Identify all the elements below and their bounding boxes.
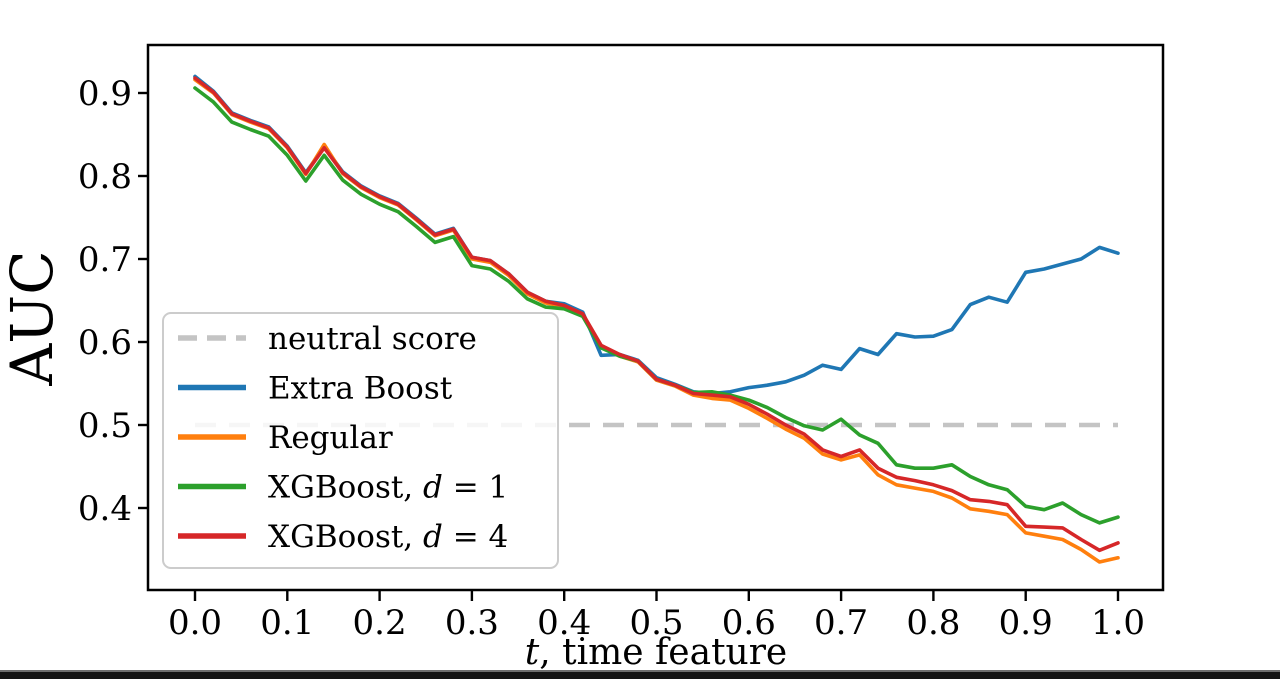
x-axis-title: t, time feature — [525, 632, 787, 673]
y-tick-label: 0.7 — [78, 240, 132, 280]
x-axis: 0.0 0.1 0.2 0.3 0.4 0.5 0.6 0.7 0.8 0.9 1.0 — [168, 590, 1145, 643]
x-tick-label: 1.0 — [1091, 603, 1145, 643]
series-line-xgboost-d-4 — [193, 76, 1120, 553]
y-axis-title: AUC — [0, 250, 66, 386]
window-bottom-edge-bar — [0, 670, 1280, 679]
legend-label-extra-boost: Extra Boost — [268, 371, 453, 407]
legend-label-regular: Regular — [268, 420, 393, 456]
y-tick-label: 0.5 — [78, 406, 132, 446]
x-tick-label: 0.8 — [906, 603, 960, 643]
legend-label-neutral-score: neutral score — [268, 321, 477, 357]
x-tick-label: 0.1 — [260, 603, 314, 643]
x-tick-label: 0.4 — [537, 603, 591, 643]
y-tick-label: 0.9 — [78, 74, 132, 114]
y-tick-label: 0.6 — [78, 323, 132, 363]
legend-label-xgboost-d-4: XGBoost, d = 4 — [268, 519, 508, 555]
x-tick-label: 0.2 — [353, 603, 407, 643]
y-tick-label: 0.8 — [78, 157, 132, 197]
x-tick-label: 0.3 — [445, 603, 499, 643]
x-tick-label: 0.6 — [722, 603, 776, 643]
y-tick-label: 0.4 — [78, 489, 132, 529]
y-axis: 0.4 0.5 0.6 0.7 0.8 0.9 — [78, 74, 148, 529]
x-tick-label: 0.0 — [168, 603, 222, 643]
x-tick-label: 0.9 — [999, 603, 1053, 643]
legend: neutral score Extra Boost Regular XGBoost, … — [162, 312, 559, 569]
legend-label-xgboost-d-1: XGBoost, d = 1 — [268, 470, 508, 506]
plot-lines — [193, 74, 1120, 564]
x-tick-label: 0.5 — [629, 603, 683, 643]
legend-box — [162, 312, 559, 569]
x-tick-label: 0.7 — [814, 603, 868, 643]
